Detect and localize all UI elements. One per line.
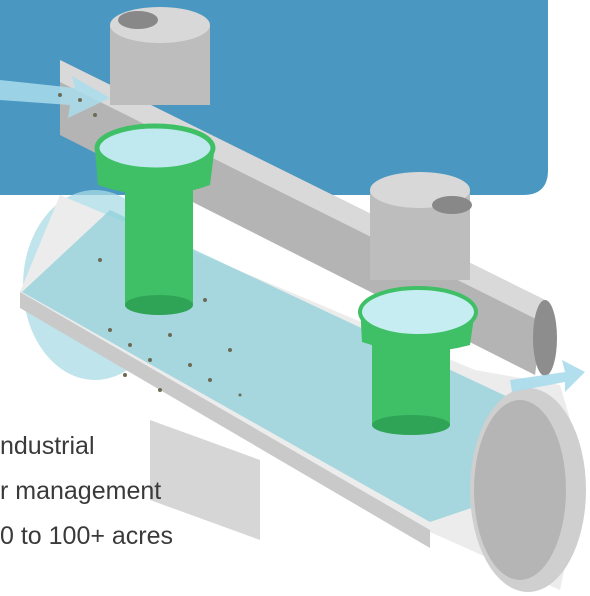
separator-bowl [94, 123, 216, 173]
pipe-end [533, 300, 557, 376]
tank-shade [150, 420, 260, 540]
separator-base [372, 415, 450, 435]
separator-base [125, 295, 193, 315]
outflow-arrow [510, 360, 585, 392]
text-line: r management [0, 477, 161, 505]
separator-bowl [358, 286, 478, 338]
grate [432, 196, 472, 214]
text-line: 0 to 100+ acres [0, 522, 173, 550]
inflow-arrow [0, 76, 110, 118]
tank-wall [20, 292, 430, 548]
text-line: ndustrial [0, 432, 95, 460]
tank-end-inner [474, 400, 566, 580]
sediment [58, 93, 242, 397]
separator-tube [125, 180, 193, 305]
grate [118, 11, 158, 29]
